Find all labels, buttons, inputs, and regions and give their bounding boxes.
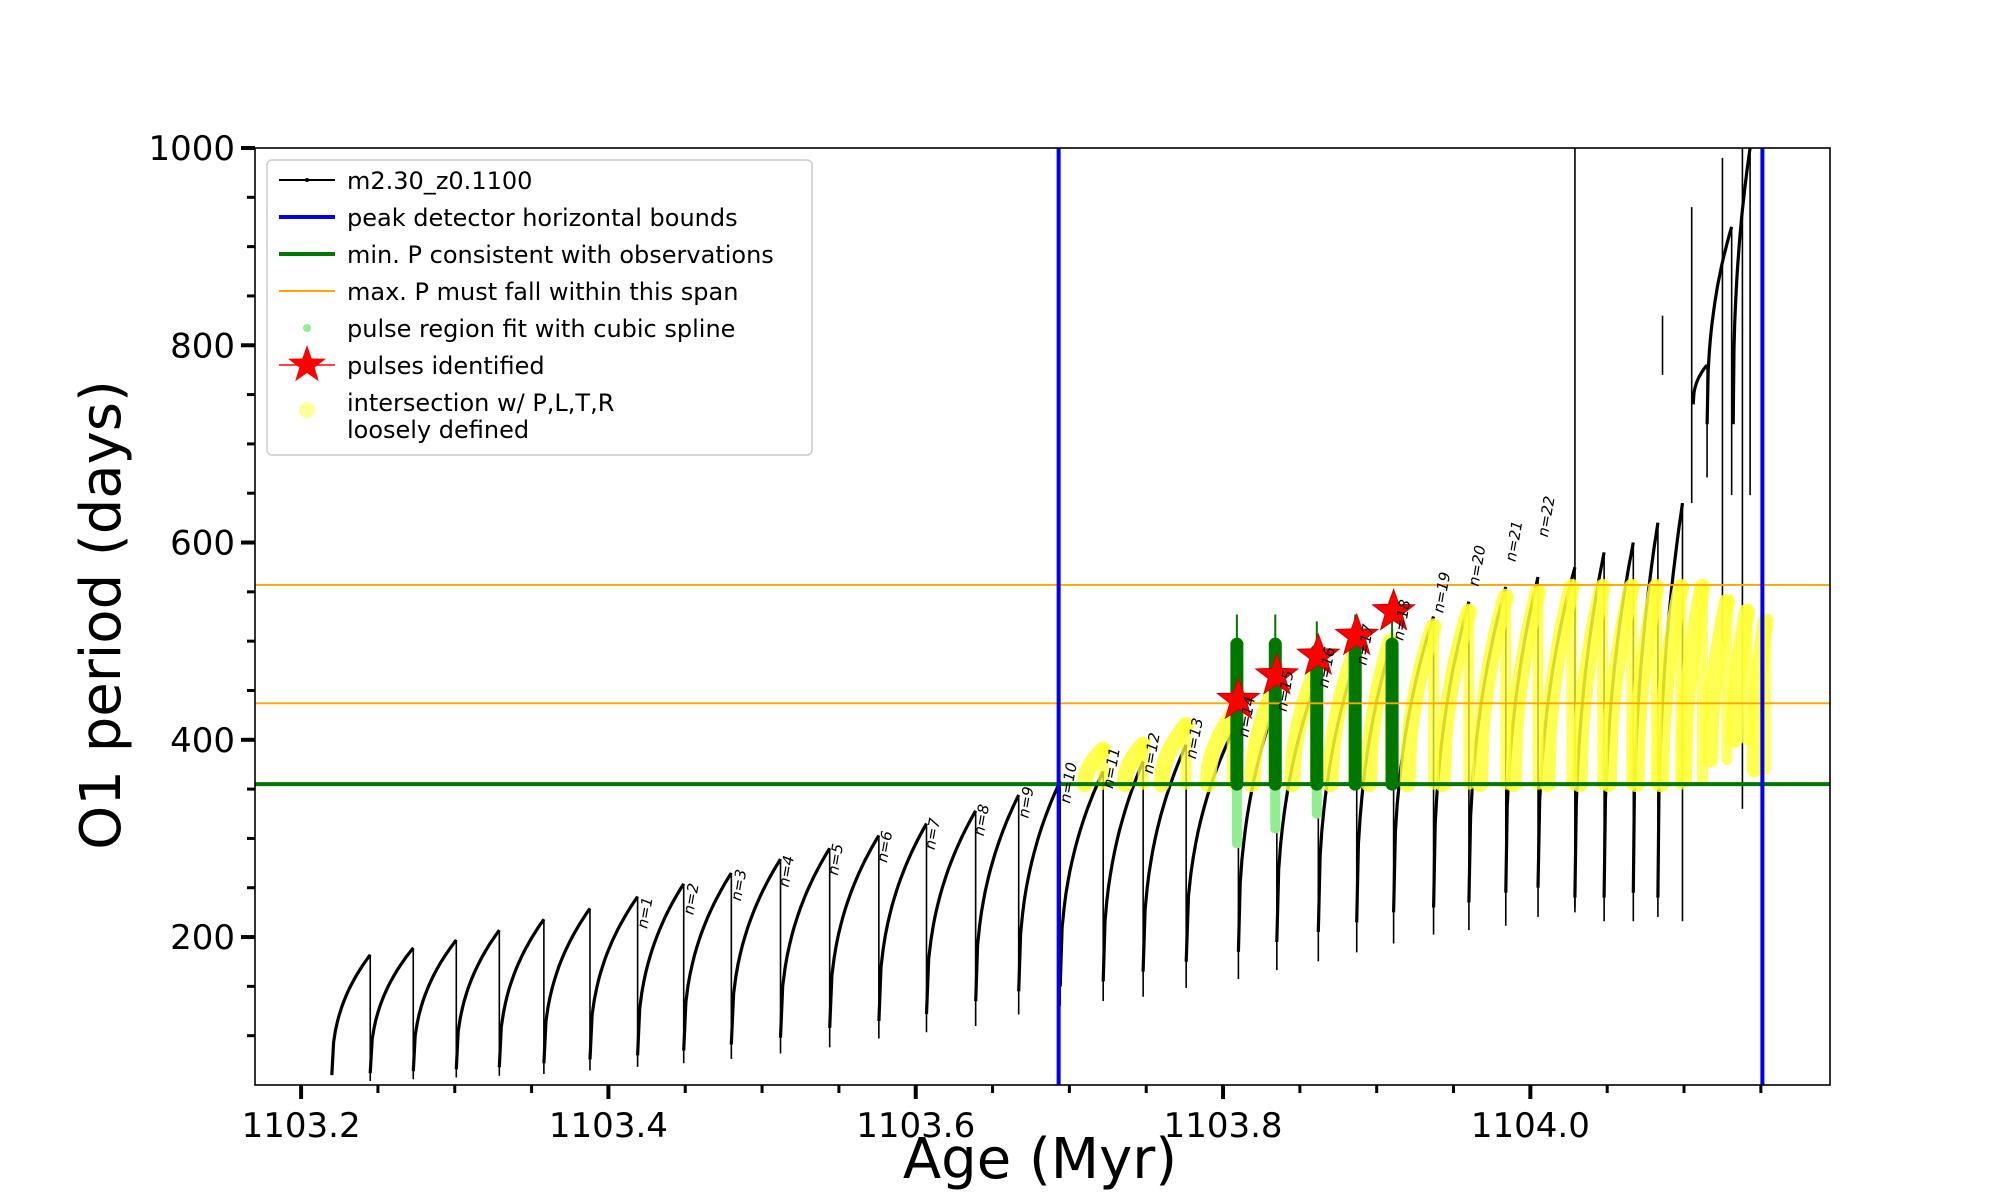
track-pulse-7 [588,895,639,1060]
legend-swatch-track-dot [305,178,309,182]
track-pulse-3 [411,939,458,1072]
pulse-star-5 [1371,588,1416,631]
pulse-label-3: n=3 [727,868,750,902]
legend-box [266,159,813,456]
y-tick-label-1: 200 [170,918,235,958]
y-tick-label-2: 400 [170,721,235,761]
track-pulse-2 [368,946,415,1074]
y-tick-label-3: 600 [170,524,235,564]
plot-frame [254,147,1831,1086]
legend-label-1: m2.30_z0.1100 [347,167,532,195]
y-tick-label-4: 800 [170,326,235,366]
pulse-label-1: n=1 [633,896,656,930]
x-tick-label-3: 1103.6 [856,1106,975,1146]
legend-swatch-5 [303,324,311,332]
legend-swatch-7 [299,402,315,418]
pulse-label-19: n=19 [1429,571,1454,615]
legend-swatch-star [288,345,326,382]
track-pulse-12 [828,834,881,1028]
x-tick-label-5: 1104.0 [1471,1106,1590,1146]
pulse-label-6: n=6 [873,830,896,864]
pulse-label-9: n=9 [1014,785,1037,819]
track-pulse-6 [542,907,592,1064]
late-track-pulse-1 [1691,363,1709,405]
legend-label-7: intersection w/ P,L,T,R [347,389,614,417]
legend-label-3: min. P consistent with observations [347,241,774,269]
pulse-label-7: n=7 [921,816,944,851]
track-pulse-5 [497,918,546,1068]
pulse-label-5: n=5 [824,842,847,876]
y-tick-label-5: 1000 [148,129,235,169]
legend-label-2: peak detector horizontal bounds [347,204,738,232]
x-tick-label-4: 1103.8 [1164,1106,1283,1146]
pulse-star-2 [1254,652,1300,695]
pulse-star-4 [1334,612,1380,656]
pulse-label-20: n=20 [1465,544,1490,588]
legend-label-5: pulse region fit with cubic spline [347,315,735,343]
track-pulse-9 [682,872,733,1051]
track-pulse-11 [778,847,832,1038]
track-pulse-10 [729,858,782,1045]
pulse-label-2: n=2 [679,882,702,916]
pulse-star-1 [1216,676,1261,720]
late-track-pulse-2 [1705,226,1734,425]
pulse-label-4: n=4 [775,854,798,888]
track-pulse-17 [1058,770,1105,987]
x-axis-label: Age (Myr) [903,1127,1177,1192]
y-axis-label: O1 period (days) [69,380,134,850]
track-pulse-16 [1017,780,1062,992]
track-pulse-19 [1141,744,1188,972]
track-pulse-14 [924,809,978,1015]
axes: 200 400 600 800 1000 1103.2 1103.4 1103.6 1103.8… [148,129,1831,1146]
x-tick-label-1: 1103.2 [242,1106,361,1146]
track-pulse-4 [454,929,501,1070]
plot-area: n=1 n=2 n=3 n=4 n=5 n=6 n=7 n=8n=9 n=10 n=11 n=12 n… [255,148,1830,1085]
track-pulse-15 [974,794,1021,1002]
pulse-label-8: n=8 [970,803,993,837]
pulse-label-22: n=22 [1534,495,1559,539]
track-pulse-8 [636,882,686,1056]
track-pulse-1 [330,953,372,1076]
legend-label-7: loosely defined [347,416,529,444]
track-pulse-18 [1101,760,1145,982]
pulse-star-3 [1295,632,1341,675]
pulse-label-21: n=21 [1502,519,1527,563]
plot-content: n=1 n=2 n=3 n=4 n=5 n=6 n=7 n=8n=9 n=10 n=11 n=12 n… [255,148,1830,1085]
late-track-pulse-3 [1731,148,1752,425]
x-tick-label-2: 1103.4 [549,1106,668,1146]
legend-label-4: max. P must fall within this span [347,278,738,306]
track-pulse-13 [877,822,928,1021]
legend-label-6: pulses identified [347,352,545,380]
